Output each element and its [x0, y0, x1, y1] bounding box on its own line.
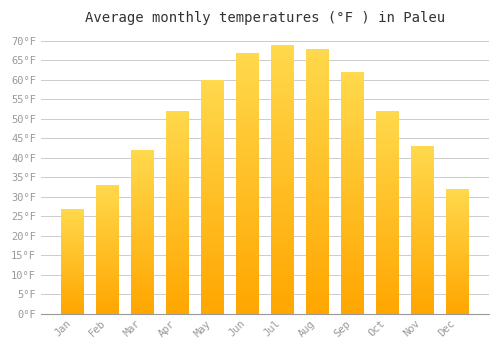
Title: Average monthly temperatures (°F ) in Paleu: Average monthly temperatures (°F ) in Pa…	[85, 11, 445, 25]
